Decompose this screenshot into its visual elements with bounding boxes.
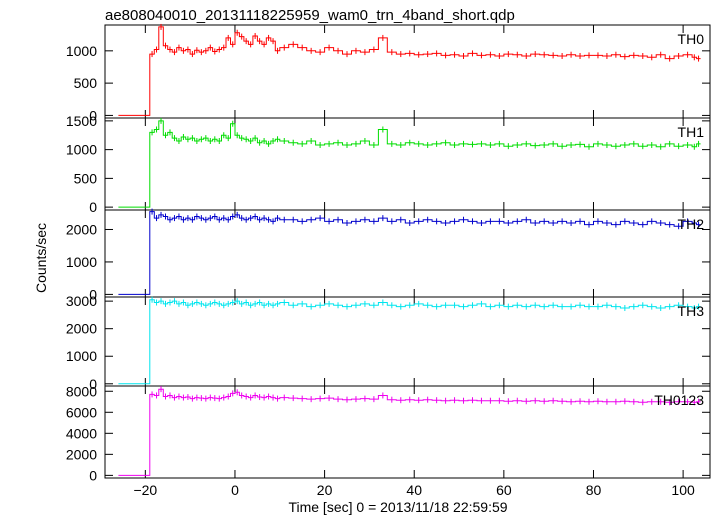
y-tick-label: 0 (89, 286, 97, 302)
panel-frame (104, 385, 711, 479)
x-axis-label: Time [sec] 0 = 2013/11/18 22:59:59 (288, 499, 507, 515)
y-tick-label: 2000 (66, 221, 97, 237)
series-line-th0 (118, 26, 701, 116)
y-tick-label: 8000 (66, 383, 97, 399)
y-tick-label: 0 (89, 107, 97, 123)
panel-label: TH2 (678, 216, 705, 232)
x-tick-label: 60 (496, 482, 512, 498)
panel-th0: 0 500 1000 TH0 (66, 23, 711, 123)
x-tick-label: 40 (406, 482, 422, 498)
panel-frame (104, 24, 711, 119)
y-tick-label: 2000 (66, 446, 97, 462)
y-tick-label: 1000 (66, 254, 97, 270)
panel-frame (104, 296, 711, 387)
panel-frame (104, 117, 711, 211)
y-tick-label: 2000 (66, 321, 97, 337)
series-line-th3 (118, 299, 701, 385)
y-axis-label: Counts/sec (33, 223, 49, 293)
series-line-th2 (118, 211, 701, 295)
y-tick-label: 0 (89, 376, 97, 392)
chart-title: ae808040010_20131118225959_wam0_trn_4ban… (105, 7, 515, 24)
panel-label: TH1 (678, 124, 705, 140)
y-tick-label: 0 (89, 199, 97, 215)
panel-th2: 0 1000 2000 TH2 (66, 208, 711, 302)
y-tick-label: 6000 (66, 404, 97, 420)
y-tick-label: 500 (74, 75, 98, 91)
x-tick-label: −20 (133, 482, 157, 498)
y-tick-label: 0 (89, 467, 97, 483)
x-tick-label: 100 (671, 482, 695, 498)
y-tick-label: 1000 (66, 43, 97, 59)
y-tick-label: 3000 (66, 293, 97, 309)
y-tick-label: 1000 (66, 348, 97, 364)
y-tick-label: 1000 (66, 142, 97, 158)
y-tick-label: 1500 (66, 113, 97, 129)
panel-th1: 0 500 1000 1500 TH1 (66, 113, 711, 215)
y-tick-label: 4000 (66, 425, 97, 441)
x-tick-label: 0 (231, 482, 239, 498)
x-tick-label: 20 (317, 482, 333, 498)
panel-label: TH0123 (654, 392, 704, 408)
panel-th3: 0 1000 2000 3000 TH3 (66, 293, 711, 392)
x-tick-label: 80 (586, 482, 602, 498)
series-line-th1 (118, 120, 701, 208)
x-tick-labels: −20 0 20 40 60 80 100 (133, 482, 695, 498)
y-tick-label: 500 (74, 170, 98, 186)
panel-th0123: 0 2000 4000 6000 8000 TH0123 (66, 383, 711, 483)
panel-label: TH0 (678, 31, 705, 47)
panel-label: TH3 (678, 303, 705, 319)
